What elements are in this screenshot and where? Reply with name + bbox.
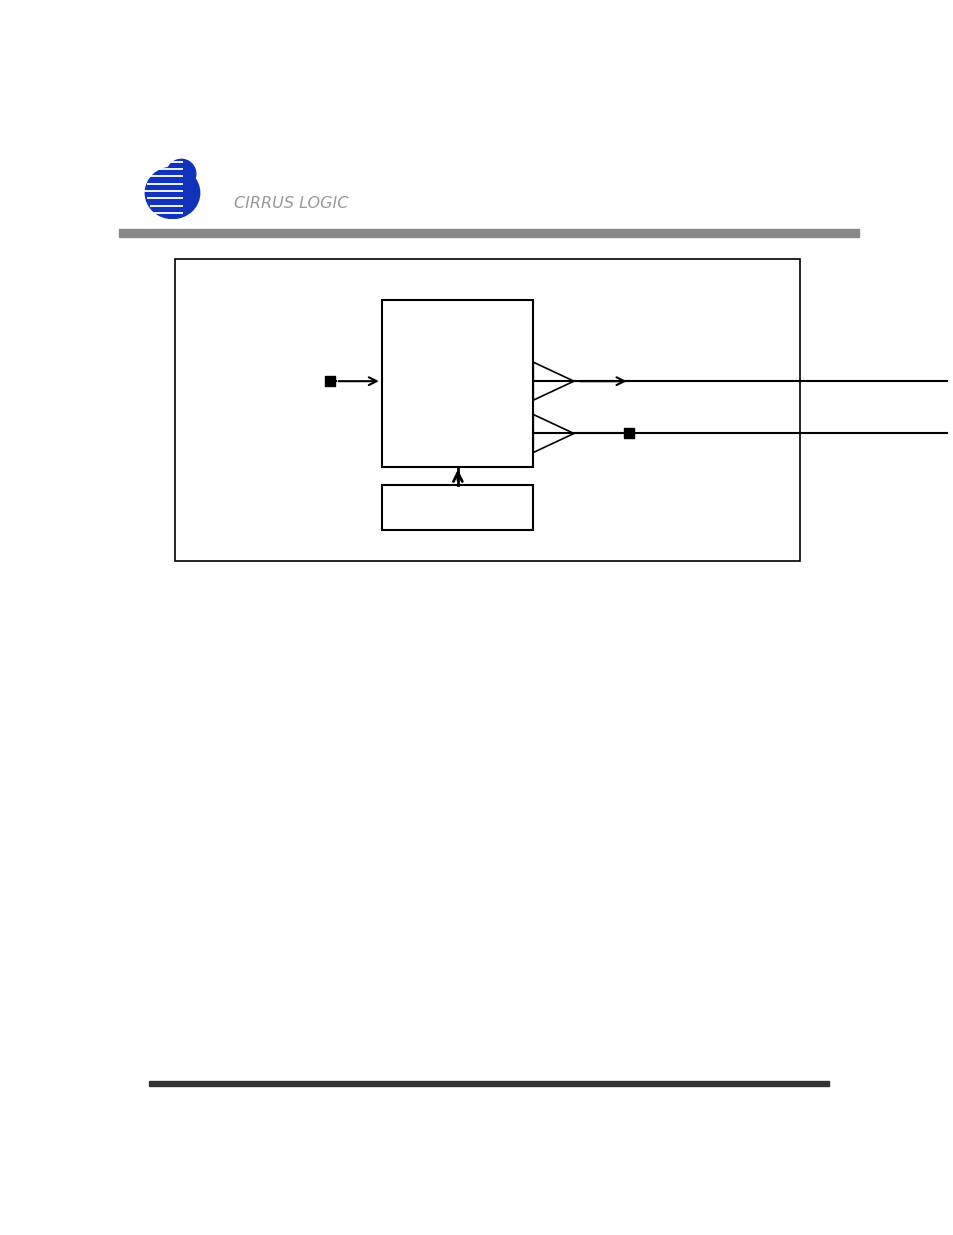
Point [621, 424, 637, 443]
Bar [175, 258, 800, 561]
Bar [381, 485, 533, 531]
Text: CIRRUS LOGIC: CIRRUS LOGIC [233, 196, 348, 211]
Bar [149, 1081, 828, 1086]
Bar [119, 228, 858, 237]
Bar [381, 300, 533, 467]
Ellipse shape [145, 167, 199, 219]
Ellipse shape [167, 159, 195, 189]
Point [322, 372, 337, 391]
